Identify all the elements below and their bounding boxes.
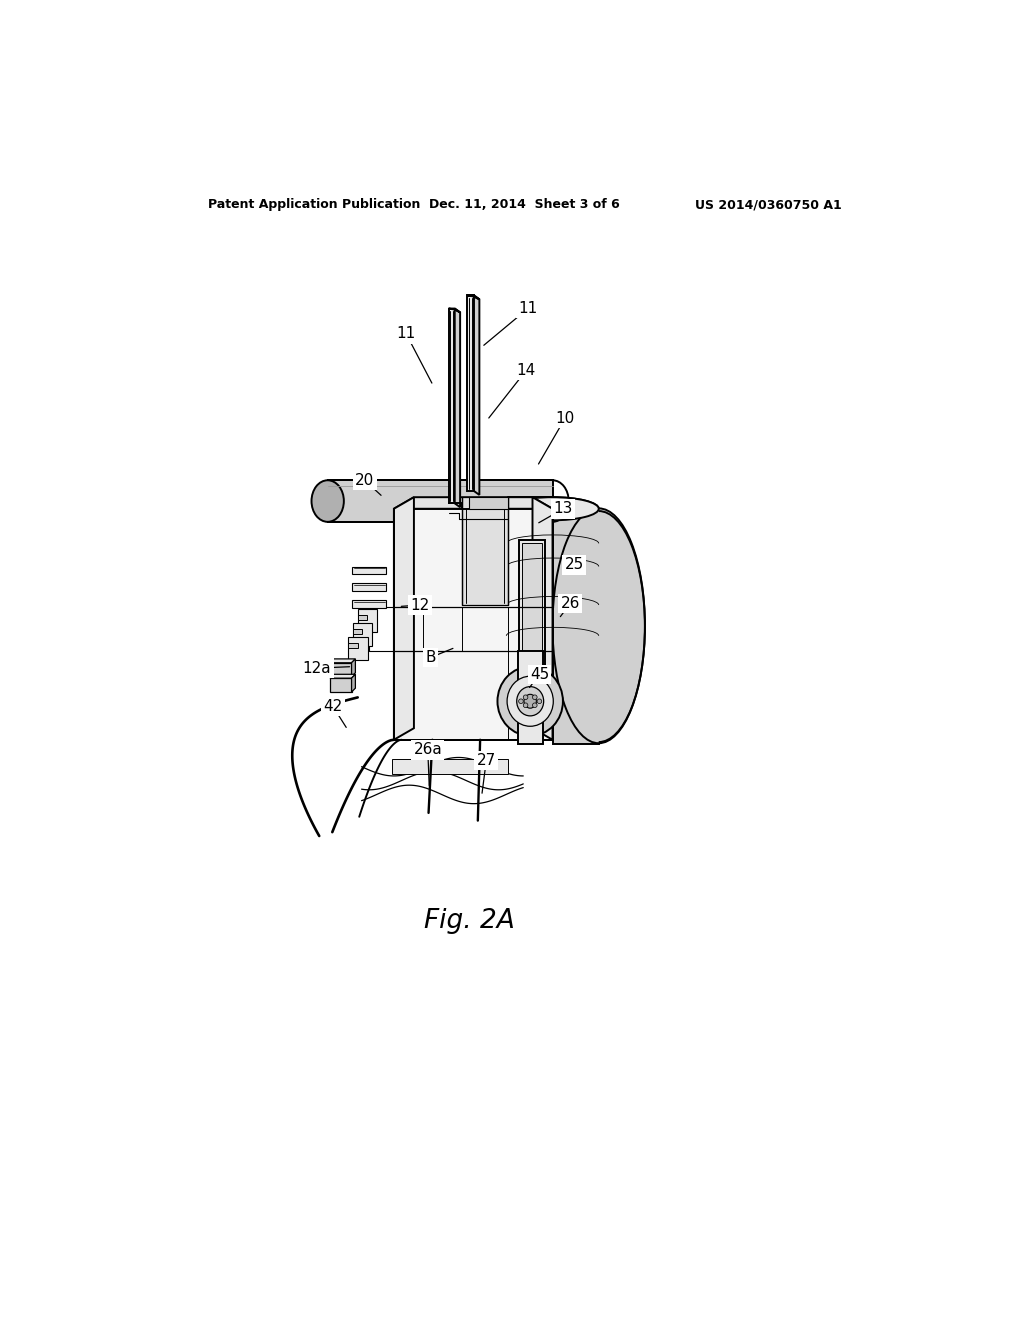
Text: 20: 20 bbox=[355, 473, 374, 488]
Ellipse shape bbox=[553, 508, 645, 743]
Circle shape bbox=[523, 704, 528, 708]
Polygon shape bbox=[394, 498, 414, 739]
Polygon shape bbox=[357, 609, 377, 632]
Ellipse shape bbox=[524, 694, 537, 708]
Polygon shape bbox=[518, 651, 543, 743]
Circle shape bbox=[538, 700, 542, 704]
Polygon shape bbox=[521, 544, 542, 726]
Text: 11: 11 bbox=[396, 326, 416, 342]
Text: Dec. 11, 2014  Sheet 3 of 6: Dec. 11, 2014 Sheet 3 of 6 bbox=[429, 198, 621, 211]
Text: 27: 27 bbox=[477, 752, 496, 768]
Polygon shape bbox=[351, 659, 355, 677]
Text: US 2014/0360750 A1: US 2014/0360750 A1 bbox=[695, 198, 842, 211]
Polygon shape bbox=[351, 566, 386, 574]
Polygon shape bbox=[357, 615, 367, 620]
Text: 45: 45 bbox=[529, 667, 549, 682]
Polygon shape bbox=[455, 309, 460, 507]
Polygon shape bbox=[449, 309, 455, 503]
Text: 11: 11 bbox=[518, 301, 538, 315]
Ellipse shape bbox=[517, 686, 544, 715]
Polygon shape bbox=[474, 296, 479, 495]
Ellipse shape bbox=[498, 667, 563, 737]
Polygon shape bbox=[351, 601, 386, 609]
Polygon shape bbox=[330, 659, 355, 663]
Circle shape bbox=[518, 700, 523, 704]
Text: 26: 26 bbox=[560, 595, 580, 611]
Ellipse shape bbox=[506, 498, 599, 520]
Polygon shape bbox=[532, 498, 553, 739]
Polygon shape bbox=[348, 643, 357, 648]
Polygon shape bbox=[394, 508, 553, 739]
Polygon shape bbox=[353, 628, 362, 635]
Polygon shape bbox=[330, 675, 355, 678]
Polygon shape bbox=[330, 663, 351, 677]
Polygon shape bbox=[351, 583, 386, 591]
Text: 13: 13 bbox=[554, 502, 573, 516]
Polygon shape bbox=[518, 540, 545, 729]
Ellipse shape bbox=[311, 480, 344, 521]
Polygon shape bbox=[469, 498, 508, 508]
Polygon shape bbox=[392, 759, 508, 775]
Polygon shape bbox=[462, 498, 508, 605]
Text: 12a: 12a bbox=[302, 660, 331, 676]
Polygon shape bbox=[449, 309, 460, 313]
Text: 10: 10 bbox=[555, 411, 574, 426]
Circle shape bbox=[532, 704, 538, 708]
Text: 25: 25 bbox=[564, 557, 584, 573]
Ellipse shape bbox=[507, 676, 553, 726]
Polygon shape bbox=[330, 678, 351, 692]
Polygon shape bbox=[328, 480, 553, 521]
Polygon shape bbox=[467, 296, 474, 491]
Polygon shape bbox=[467, 296, 479, 300]
Circle shape bbox=[532, 694, 538, 700]
Polygon shape bbox=[351, 675, 355, 692]
Circle shape bbox=[523, 694, 528, 700]
Text: B: B bbox=[426, 649, 436, 665]
Text: 42: 42 bbox=[324, 700, 343, 714]
Polygon shape bbox=[353, 623, 373, 645]
Polygon shape bbox=[553, 508, 599, 743]
Text: Patent Application Publication: Patent Application Publication bbox=[208, 198, 420, 211]
Polygon shape bbox=[348, 636, 368, 660]
Text: Fig. 2A: Fig. 2A bbox=[424, 908, 515, 933]
Polygon shape bbox=[394, 498, 553, 508]
Text: 14: 14 bbox=[517, 363, 536, 378]
Text: 26a: 26a bbox=[414, 742, 442, 758]
Text: 12: 12 bbox=[411, 598, 430, 612]
